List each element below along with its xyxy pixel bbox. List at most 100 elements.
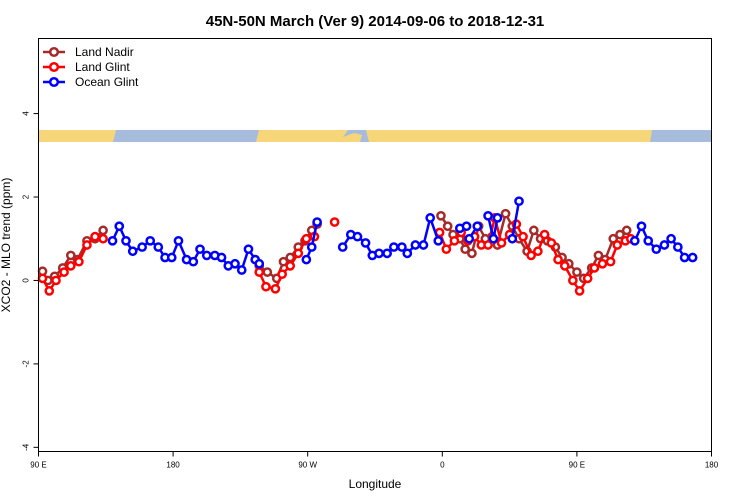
- data-point-ocean-glint: [629, 235, 640, 246]
- plot-frame: [38, 38, 712, 452]
- x-tick-label: 90 E: [569, 461, 585, 470]
- data-point-land-glint: [539, 229, 550, 240]
- data-point-ocean-glint: [464, 233, 475, 244]
- x-tick-label: 180: [705, 461, 719, 470]
- data-point-ocean-glint: [492, 213, 503, 223]
- data-point-land-glint: [82, 240, 92, 250]
- data-point-land-glint: [574, 286, 585, 296]
- data-point-ocean-glint: [410, 240, 421, 250]
- data-point-ocean-glint: [397, 242, 407, 252]
- x-tick-label: 90 W: [298, 461, 317, 470]
- data-point-ocean-glint: [127, 246, 138, 257]
- data-point-ocean-glint: [374, 248, 384, 259]
- data-point-land-glint: [526, 250, 536, 261]
- y-axis-label: XCO2 - MLO trend (ppm): [0, 178, 13, 313]
- data-point-land-nadir: [593, 250, 604, 261]
- data-point-ocean-glint: [643, 235, 654, 246]
- data-point-land-nadir: [621, 225, 632, 236]
- data-point-ocean-glint: [236, 265, 247, 275]
- data-point-ocean-glint: [173, 235, 184, 246]
- data-point-land-glint: [612, 240, 623, 250]
- data-point-ocean-glint: [337, 242, 348, 252]
- data-point-land-nadir: [528, 225, 539, 236]
- data-point-ocean-glint: [382, 248, 392, 259]
- data-point-ocean-glint: [433, 235, 444, 246]
- data-point-land-nadir: [65, 250, 76, 261]
- data-point-ocean-glint: [188, 256, 199, 267]
- data-point-ocean-glint: [418, 240, 429, 250]
- data-point-land-glint: [553, 254, 563, 265]
- data-point-land-glint: [597, 258, 608, 269]
- data-point-land-glint: [449, 235, 460, 246]
- data-point-land-nadir: [262, 267, 273, 277]
- y-tick-label: 2: [22, 194, 31, 199]
- legend-label: Ocean Glint: [75, 75, 139, 89]
- data-point-land-glint: [261, 281, 271, 292]
- data-point-land-glint: [582, 273, 593, 284]
- map-strip: [38, 130, 712, 142]
- data-point-land-nadir: [615, 229, 625, 240]
- data-point-ocean-glint: [166, 252, 177, 263]
- data-point-ocean-glint: [402, 248, 413, 259]
- data-point-land-glint: [254, 267, 265, 277]
- data-point-ocean-glint: [145, 235, 156, 246]
- data-point-ocean-glint: [230, 258, 240, 269]
- data-point-land-glint: [37, 273, 48, 284]
- data-point-ocean-glint: [666, 233, 676, 244]
- data-point-ocean-glint: [254, 258, 265, 269]
- legend-marker: [48, 76, 60, 88]
- data-point-land-nadir: [500, 208, 511, 219]
- data-point-land-glint: [65, 261, 76, 271]
- x-axis: 90 E 180 90 W 0 90 E 180: [30, 451, 719, 470]
- data-point-land-nadir: [98, 225, 108, 236]
- data-point-ocean-glint: [514, 196, 524, 207]
- data-point-ocean-glint: [636, 221, 647, 232]
- data-point-land-nadir: [460, 244, 471, 255]
- data-point-land-glint: [59, 267, 69, 277]
- data-point-land-nadir: [442, 221, 453, 232]
- data-point-land-glint: [568, 275, 578, 286]
- data-point-ocean-glint: [673, 242, 683, 252]
- data-point-ocean-glint: [301, 254, 312, 265]
- legend-item-ocean-glint: Ocean Glint: [43, 75, 139, 89]
- data-point-ocean-glint: [687, 252, 698, 263]
- legend-item-land-glint: Land Glint: [43, 60, 130, 74]
- data-point-ocean-glint: [679, 252, 690, 263]
- data-point-land-glint: [483, 240, 493, 250]
- data-point-land-nadir: [467, 248, 477, 259]
- data-point-land-glint: [546, 238, 557, 248]
- data-point-ocean-glint: [483, 210, 493, 221]
- data-point-ocean-glint: [388, 242, 399, 252]
- data-point-ocean-glint: [306, 242, 317, 252]
- series-land-glint: [37, 213, 636, 296]
- data-point-ocean-glint: [107, 235, 118, 246]
- data-point-land-nadir: [278, 256, 289, 267]
- y-tick-label: -2: [22, 360, 31, 368]
- data-point-land-glint: [270, 283, 281, 294]
- data-point-land-glint: [441, 244, 452, 255]
- legend-label: Land Nadir: [75, 45, 134, 59]
- data-point-ocean-glint: [360, 238, 371, 248]
- data-point-ocean-glint: [195, 244, 205, 255]
- data-point-land-glint: [605, 256, 616, 267]
- data-point-land-glint: [98, 233, 108, 244]
- data-point-ocean-glint: [659, 240, 670, 250]
- legend-label: Land Glint: [75, 60, 130, 74]
- data-point-ocean-glint: [507, 233, 518, 244]
- data-point-ocean-glint: [352, 231, 363, 242]
- data-point-land-nadir: [572, 267, 582, 277]
- data-point-land-glint: [51, 275, 61, 286]
- data-point-ocean-glint: [137, 242, 147, 252]
- data-point-land-glint: [277, 269, 287, 280]
- x-axis-label: Longitude: [349, 477, 402, 491]
- series-line-ocean-glint: [511, 200, 521, 239]
- series-ocean-glint: [107, 196, 698, 275]
- chart-title: 45N-50N March (Ver 9) 2014-09-06 to 2018…: [206, 13, 545, 30]
- x-tick-label: 90 E: [30, 461, 46, 470]
- data-point-ocean-glint: [472, 221, 483, 232]
- y-tick-label: 4: [22, 111, 31, 116]
- legend-marker: [48, 46, 60, 58]
- data-point-land-glint: [559, 261, 570, 271]
